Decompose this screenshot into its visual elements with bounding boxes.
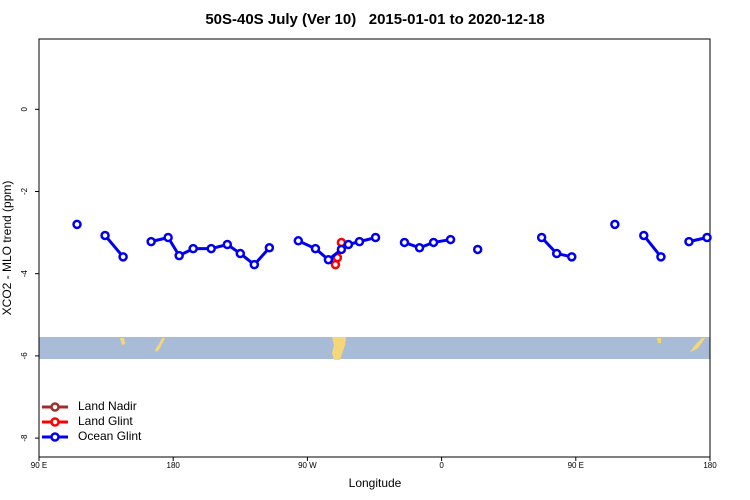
data-point bbox=[428, 237, 439, 248]
data-point bbox=[370, 232, 381, 243]
data-point bbox=[188, 243, 198, 254]
data-point bbox=[472, 244, 483, 255]
legend-label: Land Nadir bbox=[78, 399, 137, 413]
data-point bbox=[551, 248, 562, 259]
data-point bbox=[639, 230, 649, 241]
x-tick-label: 0 bbox=[439, 461, 444, 470]
data-point bbox=[72, 219, 82, 230]
data-point bbox=[445, 234, 456, 245]
plot-frame bbox=[38, 38, 711, 458]
map-strip bbox=[39, 337, 710, 360]
legend-marker bbox=[50, 402, 60, 412]
data-point bbox=[206, 243, 216, 254]
data-point bbox=[354, 236, 365, 247]
data-point bbox=[163, 232, 173, 243]
data-point bbox=[323, 254, 334, 265]
data-point bbox=[249, 259, 260, 270]
data-point bbox=[118, 252, 128, 262]
x-tick-label: 180 bbox=[167, 461, 181, 470]
data-point bbox=[684, 236, 694, 247]
data-point bbox=[336, 244, 347, 255]
data-point bbox=[222, 239, 233, 250]
legend-label: Land Glint bbox=[78, 414, 133, 428]
data-point bbox=[610, 219, 620, 230]
x-axis-label: Longitude bbox=[349, 476, 402, 490]
data-point bbox=[414, 243, 425, 253]
chart-title: 50S-40S July (Ver 10) 2015-01-01 to 2020… bbox=[205, 11, 544, 28]
data-point bbox=[702, 232, 712, 243]
data-point bbox=[656, 252, 666, 262]
data-point bbox=[174, 250, 184, 261]
data-point bbox=[399, 237, 410, 248]
y-tick-label: 0 bbox=[20, 107, 29, 112]
y-tick-label: -8 bbox=[20, 434, 29, 442]
data-point bbox=[310, 243, 321, 254]
legend-marker bbox=[50, 432, 60, 442]
data-point bbox=[235, 248, 246, 259]
x-tick-label: 90 E bbox=[568, 461, 584, 470]
data-point bbox=[146, 236, 156, 247]
y-tick-label: -6 bbox=[20, 352, 29, 360]
data-point bbox=[264, 243, 275, 253]
x-tick-label: 180 bbox=[703, 461, 717, 470]
legend-label: Ocean Glint bbox=[78, 429, 142, 443]
data-point bbox=[100, 230, 110, 241]
y-tick-label: -2 bbox=[20, 187, 29, 195]
legend-marker bbox=[50, 417, 60, 427]
data-point bbox=[567, 252, 577, 262]
data-point bbox=[536, 232, 547, 243]
y-axis-label: XCO2 - MLO trend (ppm) bbox=[0, 181, 14, 316]
data-point bbox=[293, 236, 304, 246]
y-tick-label: -4 bbox=[20, 270, 29, 278]
x-tick-label: 90 E bbox=[31, 461, 47, 470]
x-tick-label: 90 W bbox=[298, 461, 317, 470]
data-point bbox=[343, 239, 354, 250]
